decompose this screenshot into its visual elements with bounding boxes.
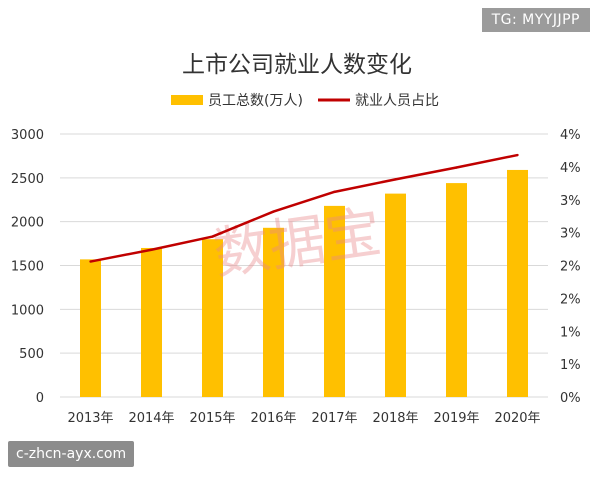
x-tick-label: 2017年 (311, 411, 357, 426)
line-point (333, 190, 336, 194)
line-point (150, 248, 153, 251)
left-tick-label: 0 (36, 391, 44, 406)
line-series (89, 153, 519, 263)
right-tick-label: 2% (560, 292, 581, 307)
right-tick-label: 1% (560, 358, 581, 373)
left-tick-label: 2000 (11, 216, 44, 231)
right-tick-label: 1% (560, 325, 581, 340)
watermark: 数据宝 (210, 200, 385, 288)
x-tick-label: 2020年 (494, 411, 540, 426)
line-point (89, 260, 92, 263)
tg-badge: TG: MYYJJPP (481, 8, 590, 32)
bar (446, 183, 467, 397)
x-axis: 2013年 2014年 2015年 2016年 2017年 2018年 2019年 2020年 (67, 411, 540, 426)
x-tick-label: 2014年 (128, 411, 174, 426)
left-axis: 0 500 1000 1500 2000 2500 3000 (11, 128, 44, 406)
legend-bar-label: 员工总数(万人) (208, 93, 303, 109)
x-tick-label: 2015年 (189, 411, 235, 426)
right-tick-label: 0% (560, 391, 581, 406)
line-point (211, 235, 214, 238)
bar (507, 169, 528, 397)
legend-bar-swatch (171, 95, 203, 105)
bar (263, 227, 284, 397)
bar (385, 193, 406, 397)
left-tick-label: 500 (19, 347, 44, 362)
chart-title: 上市公司就业人数变化 (182, 52, 412, 78)
legend-line-label: 就业人员占比 (355, 93, 439, 109)
left-tick-label: 2500 (11, 172, 44, 187)
right-tick-label: 3% (560, 194, 581, 209)
left-tick-label: 1500 (11, 260, 44, 275)
right-tick-label: 3% (560, 227, 581, 242)
left-tick-label: 3000 (11, 128, 44, 143)
bar (80, 259, 101, 397)
left-tick-label: 1000 (11, 303, 44, 318)
line-path (90, 153, 518, 263)
right-tick-label: 4% (560, 128, 581, 143)
right-axis: 0% 1% 1% 2% 2% 3% 3% 4% 4% (560, 128, 581, 406)
right-tick-label: 2% (560, 260, 581, 275)
x-tick-label: 2016年 (250, 411, 296, 426)
x-tick-label: 2013年 (67, 411, 113, 426)
line-point (516, 153, 519, 157)
bar (202, 239, 223, 397)
bar-series (80, 169, 528, 397)
right-tick-label: 4% (560, 161, 581, 176)
bar (324, 205, 345, 397)
line-point (394, 178, 397, 181)
site-badge: c-zhcn-ayx.com (8, 441, 135, 467)
x-tick-label: 2018年 (372, 411, 418, 426)
bar (141, 247, 162, 397)
x-tick-label: 2019年 (433, 411, 479, 426)
line-point (455, 166, 458, 169)
line-point (272, 210, 275, 213)
